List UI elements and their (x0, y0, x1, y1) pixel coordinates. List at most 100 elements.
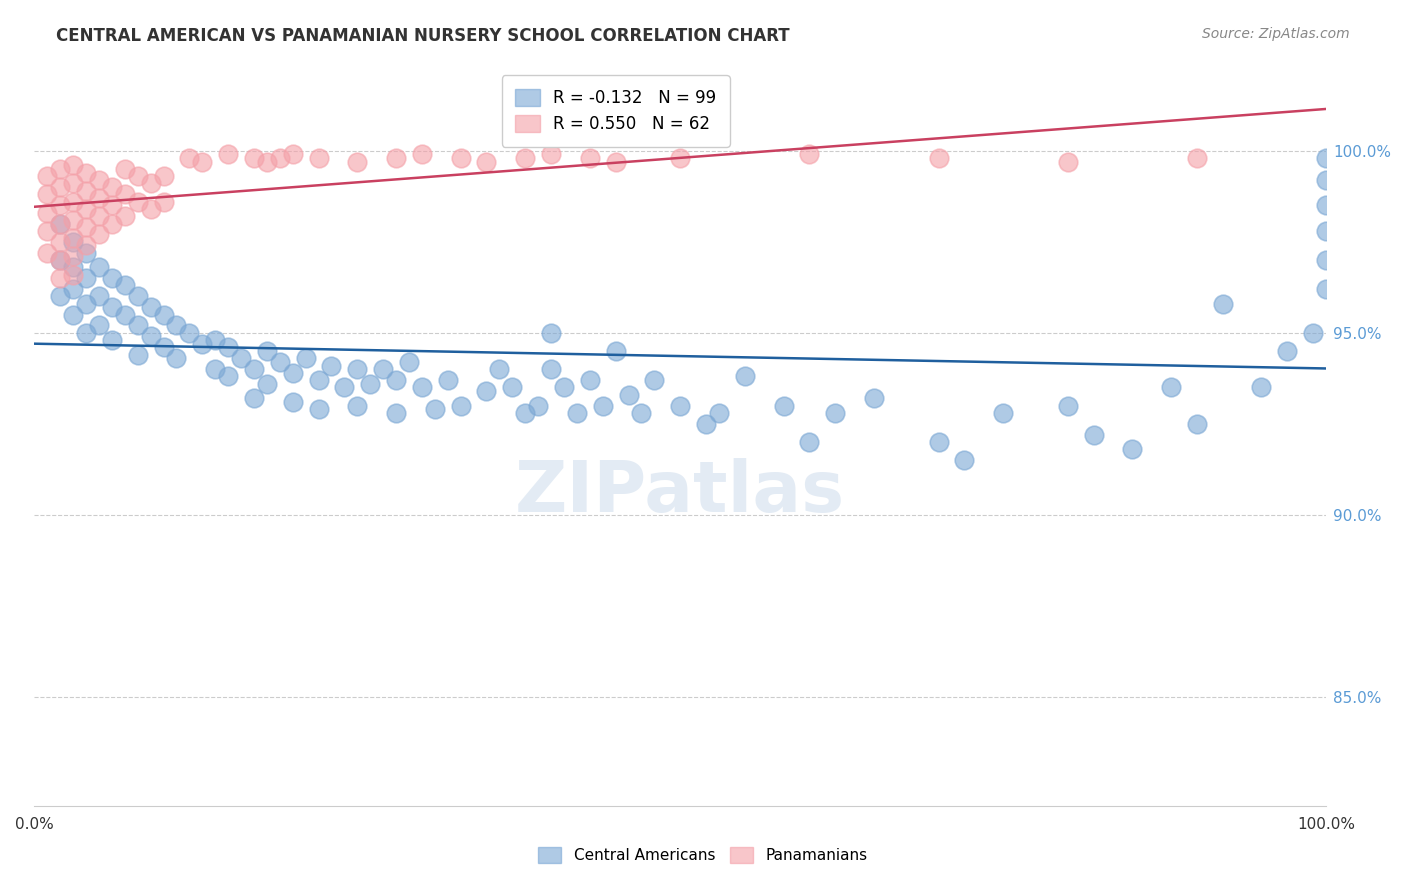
Central Americans (630, 406, 652, 420)
Panamanians (139, 202, 162, 216)
Panamanians (540, 147, 562, 161)
Central Americans (592, 399, 614, 413)
Panamanians (87, 191, 110, 205)
Central Americans (475, 384, 498, 398)
Panamanians (411, 147, 433, 161)
Panamanians (62, 249, 84, 263)
Central Americans (1250, 380, 1272, 394)
Central Americans (578, 373, 600, 387)
Panamanians (49, 252, 72, 267)
Central Americans (179, 326, 201, 340)
Panamanians (75, 238, 97, 252)
Central Americans (281, 395, 304, 409)
Panamanians (269, 151, 291, 165)
Panamanians (346, 154, 368, 169)
Central Americans (256, 343, 278, 358)
Central Americans (191, 336, 214, 351)
Central Americans (127, 348, 149, 362)
Central Americans (321, 359, 343, 373)
Central Americans (152, 340, 174, 354)
Central Americans (346, 362, 368, 376)
Panamanians (1056, 154, 1078, 169)
Panamanians (152, 169, 174, 183)
Panamanians (152, 194, 174, 209)
Panamanians (87, 227, 110, 242)
Central Americans (695, 417, 717, 431)
Central Americans (87, 260, 110, 275)
Central Americans (953, 453, 976, 467)
Central Americans (1185, 417, 1208, 431)
Central Americans (166, 318, 188, 333)
Panamanians (217, 147, 239, 161)
Central Americans (643, 373, 665, 387)
Panamanians (385, 151, 408, 165)
Panamanians (62, 268, 84, 282)
Central Americans (294, 351, 316, 366)
Panamanians (578, 151, 600, 165)
Central Americans (385, 373, 408, 387)
Central Americans (1160, 380, 1182, 394)
Central Americans (553, 380, 575, 394)
Central Americans (707, 406, 730, 420)
Central Americans (423, 402, 446, 417)
Panamanians (308, 151, 330, 165)
Panamanians (101, 198, 124, 212)
Panamanians (127, 194, 149, 209)
Panamanians (928, 151, 950, 165)
Panamanians (139, 177, 162, 191)
Central Americans (799, 435, 821, 450)
Central Americans (1083, 427, 1105, 442)
Central Americans (101, 300, 124, 314)
Central Americans (565, 406, 588, 420)
Panamanians (37, 224, 59, 238)
Central Americans (75, 271, 97, 285)
Panamanians (87, 209, 110, 223)
Panamanians (49, 198, 72, 212)
Central Americans (1212, 296, 1234, 310)
Panamanians (62, 177, 84, 191)
Central Americans (308, 402, 330, 417)
Central Americans (281, 366, 304, 380)
Central Americans (772, 399, 794, 413)
Panamanians (62, 194, 84, 209)
Central Americans (75, 296, 97, 310)
Central Americans (243, 362, 266, 376)
Central Americans (204, 333, 226, 347)
Central Americans (114, 308, 136, 322)
Panamanians (75, 184, 97, 198)
Central Americans (1315, 173, 1337, 187)
Panamanians (191, 154, 214, 169)
Central Americans (1121, 442, 1143, 457)
Panamanians (605, 154, 627, 169)
Text: CENTRAL AMERICAN VS PANAMANIAN NURSERY SCHOOL CORRELATION CHART: CENTRAL AMERICAN VS PANAMANIAN NURSERY S… (56, 27, 790, 45)
Central Americans (1315, 252, 1337, 267)
Panamanians (75, 165, 97, 179)
Central Americans (1302, 326, 1324, 340)
Central Americans (217, 369, 239, 384)
Central Americans (87, 318, 110, 333)
Central Americans (49, 217, 72, 231)
Central Americans (87, 289, 110, 303)
Central Americans (229, 351, 252, 366)
Panamanians (101, 180, 124, 194)
Central Americans (217, 340, 239, 354)
Text: Source: ZipAtlas.com: Source: ZipAtlas.com (1202, 27, 1350, 41)
Central Americans (824, 406, 846, 420)
Panamanians (37, 205, 59, 219)
Central Americans (1315, 151, 1337, 165)
Panamanians (127, 169, 149, 183)
Panamanians (450, 151, 472, 165)
Central Americans (166, 351, 188, 366)
Central Americans (371, 362, 394, 376)
Central Americans (49, 252, 72, 267)
Central Americans (75, 245, 97, 260)
Panamanians (49, 217, 72, 231)
Panamanians (114, 161, 136, 176)
Central Americans (991, 406, 1014, 420)
Central Americans (488, 362, 510, 376)
Central Americans (501, 380, 523, 394)
Panamanians (243, 151, 266, 165)
Central Americans (385, 406, 408, 420)
Panamanians (49, 161, 72, 176)
Central Americans (256, 376, 278, 391)
